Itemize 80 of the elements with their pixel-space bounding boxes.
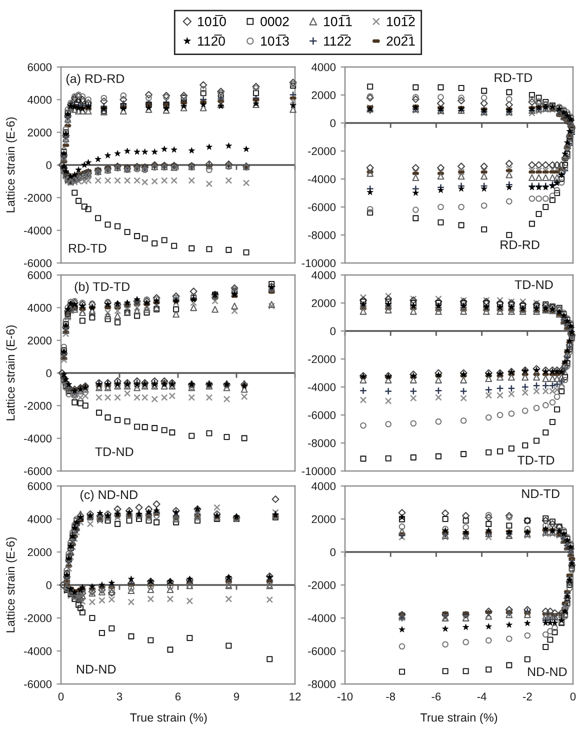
annotation: ND-ND bbox=[528, 667, 567, 676]
annotation: TD-TD bbox=[518, 456, 554, 464]
y-tick-label: 4000 bbox=[312, 63, 336, 72]
x-tick-label: 6 bbox=[175, 692, 181, 700]
y-tick-label: 2000 bbox=[28, 128, 52, 136]
y-tick-label: 0 bbox=[46, 161, 52, 170]
text: (b) TD-TD bbox=[74, 282, 130, 294]
y-tick-label: -4000 bbox=[308, 614, 336, 622]
y-tick-label: 4000 bbox=[28, 304, 52, 312]
y-tick-label: -4000 bbox=[308, 383, 336, 392]
y-tick-label: 0 bbox=[330, 327, 336, 336]
annotation: ND-TD bbox=[522, 489, 560, 498]
y-tick-label: 4000 bbox=[28, 515, 52, 524]
y-tick-label: -6000 bbox=[24, 259, 52, 268]
y-tick-label: 2000 bbox=[312, 299, 336, 308]
y-tick-label: -10000 bbox=[302, 259, 336, 268]
y-axis-title: Lattice strain (E-6) bbox=[6, 326, 17, 420]
x-tick-label: 3 bbox=[116, 692, 122, 700]
x-tick-label: 0 bbox=[570, 692, 576, 700]
y-tick-label: 2000 bbox=[312, 91, 336, 100]
y-tick-label: -2000 bbox=[24, 614, 52, 622]
y-tick-label: -4000 bbox=[24, 434, 52, 442]
y-tick-label: -8000 bbox=[308, 439, 336, 448]
legend-label: 101̅2 bbox=[387, 15, 415, 26]
x-tick-label: 9 bbox=[234, 692, 240, 700]
y-tick-label: -2000 bbox=[308, 147, 336, 156]
legend-label: 112̅2 bbox=[324, 34, 351, 46]
annotation: RD-TD bbox=[494, 73, 532, 82]
y-tick-label: -6000 bbox=[24, 467, 52, 476]
y-tick-label: -4000 bbox=[24, 647, 52, 656]
y-axis-title: Lattice strain (E-6) bbox=[6, 118, 17, 212]
annotation: RD-TD bbox=[69, 244, 106, 253]
legend-label: 101̅0 bbox=[198, 15, 226, 26]
chart-title: (c) ND-ND bbox=[80, 490, 138, 502]
y-tick-label: 2000 bbox=[28, 336, 52, 344]
y-tick-label: 0 bbox=[46, 581, 52, 590]
y-tick-label: 6000 bbox=[28, 482, 52, 490]
x-tick-label: 0 bbox=[58, 692, 64, 700]
x-axis-title: True strain (%) bbox=[420, 713, 498, 724]
annotation: ND-ND bbox=[77, 664, 116, 674]
annotation: TD-ND bbox=[514, 280, 553, 289]
y-tick-label: 4000 bbox=[312, 482, 336, 490]
y-tick-label: -2000 bbox=[24, 402, 52, 410]
y-tick-label: -2000 bbox=[24, 194, 52, 202]
y-tick-label: 6000 bbox=[28, 63, 52, 72]
y-tick-label: -6000 bbox=[24, 680, 52, 688]
y-tick-label: -6000 bbox=[308, 411, 336, 420]
y-tick-label: 0 bbox=[330, 548, 336, 556]
legend-label: 101̅1 bbox=[324, 15, 352, 26]
annotation: TD-ND bbox=[95, 447, 134, 456]
x-tick-label: -6 bbox=[432, 692, 441, 700]
legend-label: 112̅0 bbox=[198, 34, 225, 46]
y-tick-label: 2000 bbox=[312, 515, 336, 524]
y-tick-label: -6000 bbox=[308, 203, 336, 212]
y-tick-label: 4000 bbox=[312, 271, 336, 280]
x-tick-label: -8 bbox=[386, 692, 396, 700]
y-tick-label: 0 bbox=[46, 369, 52, 378]
y-tick-label: 4000 bbox=[28, 96, 52, 104]
y-tick-label: -8000 bbox=[308, 231, 336, 240]
legend-label: 202̅1 bbox=[386, 34, 415, 46]
annotation: RD-RD bbox=[500, 240, 540, 250]
y-tick-label: -4000 bbox=[24, 226, 52, 234]
x-tick-label: -4 bbox=[477, 692, 486, 700]
x-tick-label: -2 bbox=[522, 692, 532, 700]
y-tick-label: 0 bbox=[330, 119, 336, 128]
y-tick-label: -10000 bbox=[302, 467, 336, 476]
legend-label: 0002 bbox=[260, 16, 289, 26]
text: (a) RD-RD bbox=[66, 74, 124, 86]
y-tick-label: 2000 bbox=[28, 548, 52, 556]
y-axis-title: Lattice strain (E-6) bbox=[6, 538, 17, 632]
y-tick-label: 6000 bbox=[28, 271, 52, 280]
x-axis-title: True strain (%) bbox=[130, 713, 207, 724]
y-tick-label: -6000 bbox=[308, 647, 336, 656]
y-tick-label: -8000 bbox=[308, 680, 336, 688]
y-tick-label: -4000 bbox=[308, 175, 336, 184]
y-tick-label: -2000 bbox=[308, 581, 336, 590]
y-tick-label: -2000 bbox=[308, 355, 336, 364]
legend-label: 101̅3 bbox=[261, 34, 289, 46]
x-tick-label: 12 bbox=[290, 692, 301, 700]
x-tick-label: -10 bbox=[337, 692, 353, 700]
